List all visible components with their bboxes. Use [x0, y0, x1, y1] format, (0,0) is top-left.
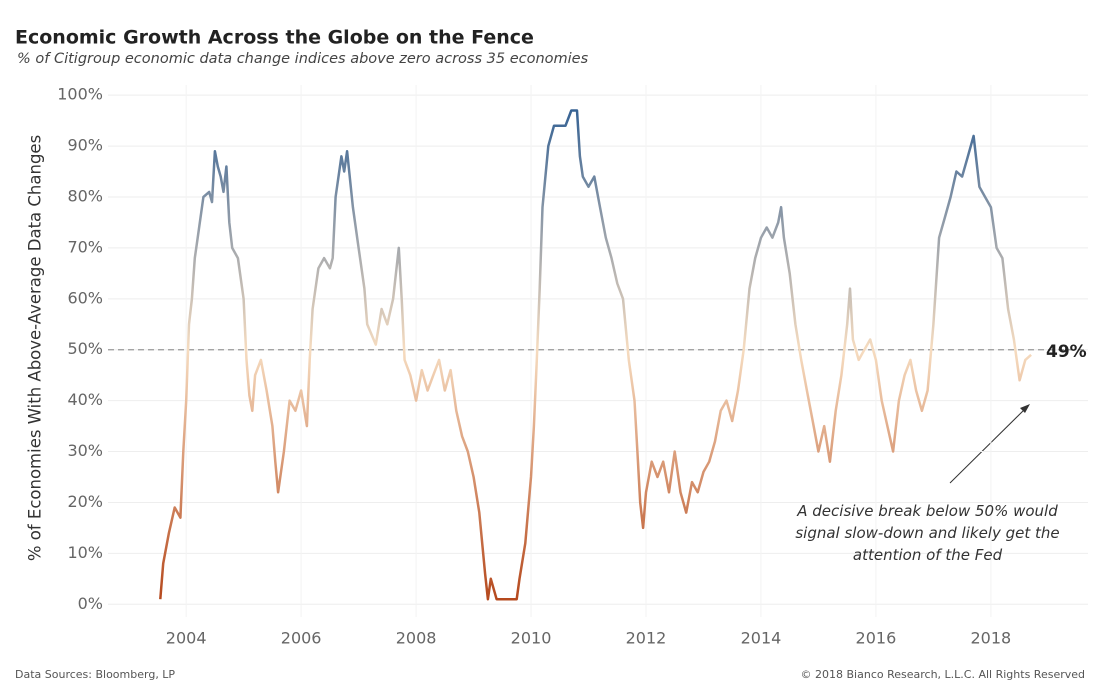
y-tick-label: 0% — [78, 594, 103, 613]
y-tick-label: 90% — [67, 136, 103, 155]
x-tick-label: 2004 — [166, 629, 207, 648]
y-tick-label: 40% — [67, 390, 103, 409]
y-tick-label: 80% — [67, 187, 103, 206]
x-tick-label: 2018 — [971, 629, 1012, 648]
y-tick-label: 30% — [67, 441, 103, 460]
y-tick-label: 20% — [67, 492, 103, 511]
data-line — [159, 109, 1032, 601]
chart-title: Economic Growth Across the Globe on the … — [15, 27, 534, 49]
y-axis-label: % of Economies With Above-Average Data C… — [26, 135, 45, 561]
copyright: © 2018 Bianco Research, L.L.C. All Right… — [801, 668, 1085, 681]
x-tick-label: 2016 — [856, 629, 897, 648]
y-tick-label: 10% — [67, 543, 103, 562]
x-tick-label: 2014 — [741, 629, 782, 648]
y-tick-label: 100% — [57, 85, 103, 104]
y-tick-label: 50% — [67, 339, 103, 358]
y-tick-label: 70% — [67, 237, 103, 256]
y-tick-label: 60% — [67, 288, 103, 307]
arrow-head — [1020, 404, 1030, 413]
x-tick-label: 2008 — [396, 629, 437, 648]
end-label: 49% — [1046, 342, 1087, 362]
source: Data Sources: Bloomberg, LP — [15, 668, 175, 681]
annotation-arrow — [949, 407, 1027, 484]
x-tick-label: 2010 — [511, 629, 552, 648]
chart-subtitle: % of Citigroup economic data change indi… — [17, 51, 589, 67]
annotation: A decisive break below 50% would signal … — [795, 502, 1060, 564]
x-tick-label: 2012 — [626, 629, 667, 648]
x-tick-label: 2006 — [281, 629, 322, 648]
